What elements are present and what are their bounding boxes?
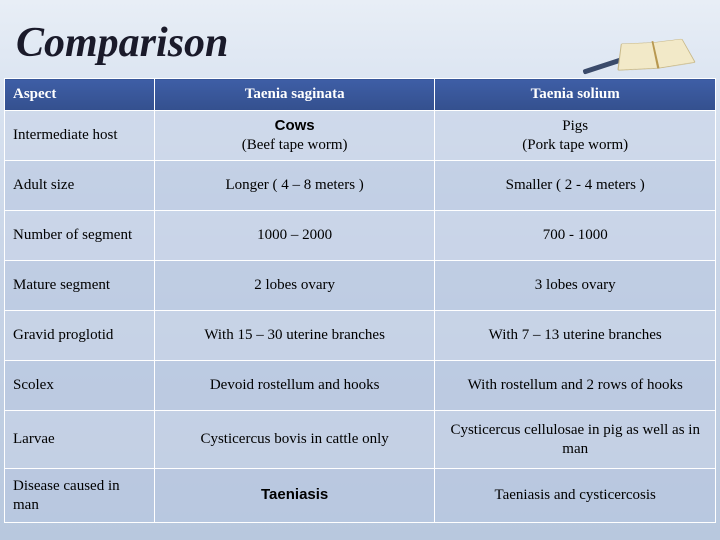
aspect-cell: Number of segment — [5, 211, 155, 261]
header-aspect: Aspect — [5, 79, 155, 111]
value-cell-b: Taeniasis and cysticercosis — [435, 469, 716, 523]
header-col-a: Taenia saginata — [154, 79, 435, 111]
aspect-cell: Adult size — [5, 161, 155, 211]
value-cell-a: 1000 – 2000 — [154, 211, 435, 261]
value-cell-b: 700 - 1000 — [435, 211, 716, 261]
comparison-table: Aspect Taenia saginata Taenia solium Int… — [4, 78, 716, 523]
aspect-cell: Scolex — [5, 361, 155, 411]
value-cell-a: Longer ( 4 – 8 meters ) — [154, 161, 435, 211]
value-cell-b: With 7 – 13 uterine branches — [435, 311, 716, 361]
aspect-cell: Mature segment — [5, 261, 155, 311]
value-cell-b: Smaller ( 2 - 4 meters ) — [435, 161, 716, 211]
aspect-cell: Larvae — [5, 411, 155, 469]
value-cell-a: Devoid rostellum and hooks — [154, 361, 435, 411]
value-cell-a: 2 lobes ovary — [154, 261, 435, 311]
value-cell-a: Cysticercus bovis in cattle only — [154, 411, 435, 469]
header-col-b: Taenia solium — [435, 79, 716, 111]
page-title: Comparison — [16, 19, 228, 67]
value-cell-a: With 15 – 30 uterine branches — [154, 311, 435, 361]
aspect-cell: Gravid proglotid — [5, 311, 155, 361]
value-sub: (Pork tape worm) — [443, 136, 707, 155]
value-cell-a: Taeniasis — [154, 469, 435, 523]
value-cell-b: With rostellum and 2 rows of hooks — [435, 361, 716, 411]
value-cell-b: 3 lobes ovary — [435, 261, 716, 311]
value-text: Taeniasis — [261, 486, 328, 503]
book-decoration — [580, 18, 690, 73]
value-top: Cows — [163, 117, 427, 136]
value-top: Pigs — [443, 117, 707, 136]
value-sub: (Beef tape worm) — [163, 136, 427, 155]
table-row: Adult sizeLonger ( 4 – 8 meters )Smaller… — [5, 161, 716, 211]
book-icon — [617, 39, 696, 72]
table-row: Gravid proglotidWith 15 – 30 uterine bra… — [5, 311, 716, 361]
table-row: LarvaeCysticercus bovis in cattle onlyCy… — [5, 411, 716, 469]
table-row: Disease caused in man Taeniasis Taeniasis … — [5, 469, 716, 523]
aspect-cell: Intermediate host — [5, 110, 155, 161]
table-header-row: Aspect Taenia saginata Taenia solium — [5, 79, 716, 111]
value-cell-b: Pigs(Pork tape worm) — [435, 110, 716, 161]
value-cell-b: Cysticercus cellulosae in pig as well as… — [435, 411, 716, 469]
table-row: ScolexDevoid rostellum and hooksWith ros… — [5, 361, 716, 411]
table-body: Intermediate hostCows(Beef tape worm)Pig… — [5, 110, 716, 523]
table-row: Intermediate hostCows(Beef tape worm)Pig… — [5, 110, 716, 161]
value-cell-a: Cows(Beef tape worm) — [154, 110, 435, 161]
table-row: Mature segment2 lobes ovary3 lobes ovary — [5, 261, 716, 311]
aspect-cell: Disease caused in man — [5, 469, 155, 523]
table-row: Number of segment1000 – 2000700 - 1000 — [5, 211, 716, 261]
title-bar: Comparison — [0, 0, 720, 78]
